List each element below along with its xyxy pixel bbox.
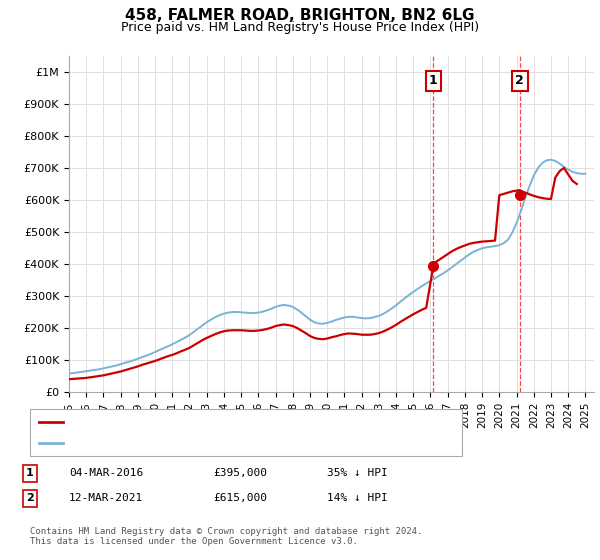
Text: 35% ↓ HPI: 35% ↓ HPI: [327, 468, 388, 478]
Text: HPI: Average price, detached house, Brighton and Hove: HPI: Average price, detached house, Brig…: [66, 438, 410, 448]
Text: 14% ↓ HPI: 14% ↓ HPI: [327, 493, 388, 503]
Text: 12-MAR-2021: 12-MAR-2021: [69, 493, 143, 503]
Text: 458, FALMER ROAD, BRIGHTON, BN2 6LG: 458, FALMER ROAD, BRIGHTON, BN2 6LG: [125, 8, 475, 24]
Text: 1: 1: [429, 74, 438, 87]
Text: 458, FALMER ROAD, BRIGHTON, BN2 6LG (detached house): 458, FALMER ROAD, BRIGHTON, BN2 6LG (det…: [66, 417, 404, 427]
Text: 1: 1: [26, 468, 34, 478]
Text: £395,000: £395,000: [213, 468, 267, 478]
Text: £615,000: £615,000: [213, 493, 267, 503]
Text: 04-MAR-2016: 04-MAR-2016: [69, 468, 143, 478]
Text: Contains HM Land Registry data © Crown copyright and database right 2024.
This d: Contains HM Land Registry data © Crown c…: [30, 526, 422, 546]
Text: 2: 2: [515, 74, 524, 87]
Text: Price paid vs. HM Land Registry's House Price Index (HPI): Price paid vs. HM Land Registry's House …: [121, 21, 479, 34]
Text: 2: 2: [26, 493, 34, 503]
